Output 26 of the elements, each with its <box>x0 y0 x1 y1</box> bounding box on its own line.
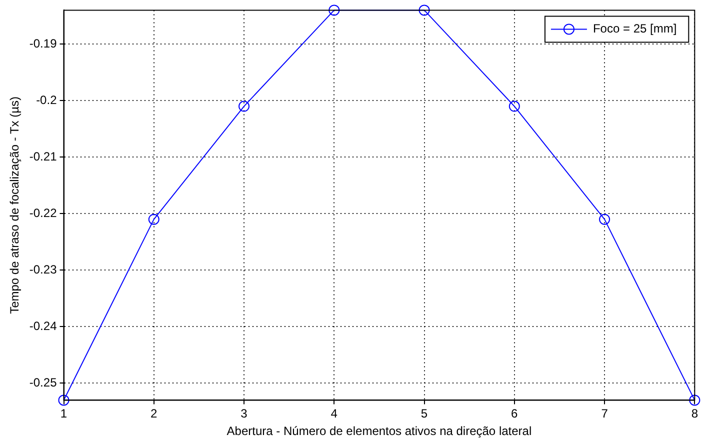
y-tick-label: -0.22 <box>29 206 58 220</box>
y-tick-label: -0.19 <box>29 36 58 50</box>
y-tick-label: -0.24 <box>29 319 58 334</box>
point <box>328 4 340 16</box>
point <box>418 4 430 16</box>
point <box>148 214 160 225</box>
y-axis-title: Tempo de atraso de focalização - Tx (µs) <box>8 96 22 314</box>
x-tick-label: 8 <box>691 406 698 421</box>
legend-label: Foco = 25 [mm] <box>592 22 677 36</box>
x-tick-label: 7 <box>601 406 608 421</box>
y-tick-label: -0.25 <box>29 376 58 390</box>
x-tick-label: 2 <box>150 406 158 421</box>
point <box>689 394 700 406</box>
y-tick-label: -0.2 <box>36 92 58 107</box>
point <box>58 394 70 406</box>
x-tick-label: 6 <box>511 406 518 421</box>
point <box>599 214 610 225</box>
point <box>508 100 520 112</box>
x-tick-label: 3 <box>240 406 248 421</box>
point <box>238 100 250 112</box>
x-tick-label: 1 <box>60 406 68 421</box>
x-axis-title: Abertura - Número de elementos ativos na direção lateral <box>226 424 532 438</box>
x-tick-label: 4 <box>330 406 338 421</box>
x-tick-label: 5 <box>420 406 428 421</box>
y-tick-label: -0.23 <box>29 262 58 277</box>
y-tick-label: -0.21 <box>29 149 58 164</box>
